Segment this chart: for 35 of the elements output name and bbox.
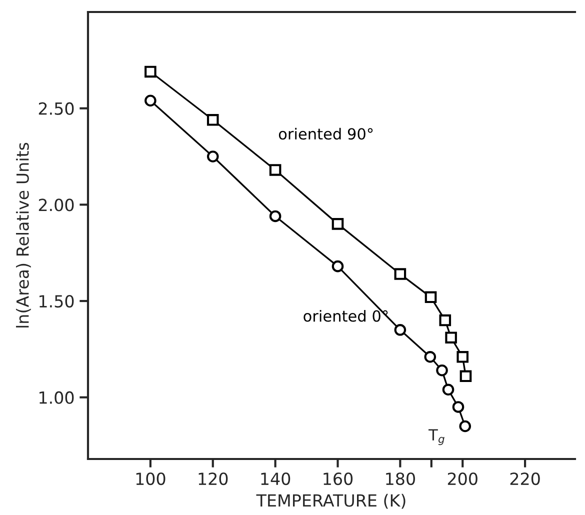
x-tick-label: 180 xyxy=(386,472,415,486)
point xyxy=(439,314,452,326)
point xyxy=(442,384,454,396)
annotation: T$_{g}$ xyxy=(428,429,444,446)
x-tick-label: 200 xyxy=(448,472,478,486)
point xyxy=(269,164,282,176)
point xyxy=(394,268,406,280)
x-tick-label: 140 xyxy=(261,472,290,486)
point xyxy=(424,291,437,304)
point xyxy=(445,332,457,344)
x-tick-label: 120 xyxy=(198,472,228,486)
point xyxy=(332,260,344,272)
point xyxy=(144,66,156,78)
point xyxy=(459,420,472,432)
x-axis-title: TEMPERATURE (K) xyxy=(256,494,406,509)
point xyxy=(452,401,464,413)
point xyxy=(456,350,469,363)
point xyxy=(269,210,282,222)
point xyxy=(436,364,448,376)
point xyxy=(460,370,472,382)
y-axis-title: ln(Area) Relative Units xyxy=(16,142,31,328)
point xyxy=(206,150,219,162)
point xyxy=(144,94,156,107)
y-tick-label: 1.50 xyxy=(40,294,74,308)
y-tick-label: 1.00 xyxy=(40,391,74,404)
point xyxy=(206,114,219,126)
x-tick-label: 220 xyxy=(510,472,540,486)
series-label: oriented 90° xyxy=(278,128,373,140)
x-tick-label: 100 xyxy=(136,472,166,486)
point xyxy=(394,324,406,336)
y-tick-label: 2.00 xyxy=(38,198,74,212)
point xyxy=(332,218,344,230)
point xyxy=(424,350,436,363)
x-tick-label: 160 xyxy=(324,472,353,486)
y-tick-label: 2.50 xyxy=(38,102,74,115)
